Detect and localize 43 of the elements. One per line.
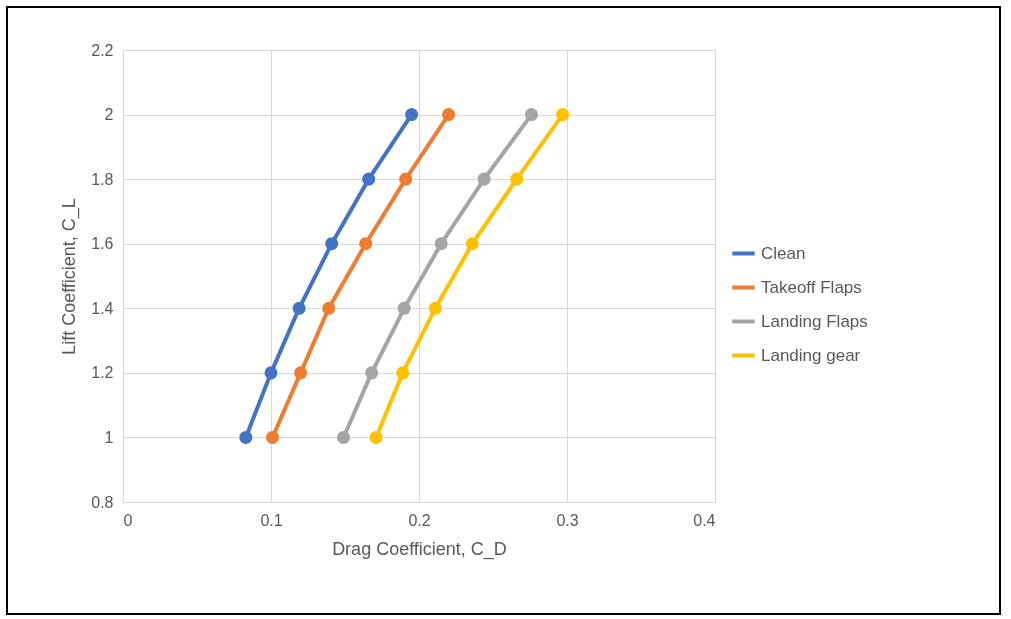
point [405,108,419,122]
point [239,430,253,444]
point [322,301,336,315]
y-tick-label: 2 [104,106,114,124]
point [397,301,411,315]
point [434,237,448,251]
point [442,108,456,122]
legend-label: Clean [761,243,806,263]
point [325,237,339,251]
y-axis-title: Lift Coefficient, C_L [59,198,81,355]
y-tick-label: 1.2 [91,364,114,382]
point [294,366,308,380]
y-tick-label: 1.4 [91,299,114,317]
point [359,237,373,251]
x-tick-label: 0.1 [260,511,283,529]
x-tick-label: 0.4 [693,511,716,529]
y-tick-label: 0.8 [91,493,114,511]
point [369,430,383,444]
point [292,301,306,315]
x-axis-title: Drag Coefficient, C_D [332,538,507,560]
point [265,430,279,444]
point [477,172,491,186]
legend-label: Landing gear [761,345,861,365]
y-tick-label: 2.2 [91,41,114,59]
point [428,301,442,315]
x-tick-label: 0.3 [556,511,579,529]
point [510,172,524,186]
point [365,366,379,380]
point [362,172,376,186]
y-tick-label: 1.6 [91,235,114,253]
point [264,366,278,380]
y-tick-label: 1 [104,428,114,446]
x-tick-label: 0 [123,511,133,529]
point [396,366,410,380]
point [399,172,413,186]
point [524,108,538,122]
legend-label: Landing Flaps [761,311,868,331]
legend-label: Takeoff Flaps [761,277,862,297]
y-tick-label: 1.8 [91,170,114,188]
point [337,430,351,444]
point [556,108,570,122]
point [465,237,479,251]
x-tick-label: 0.2 [408,511,431,529]
